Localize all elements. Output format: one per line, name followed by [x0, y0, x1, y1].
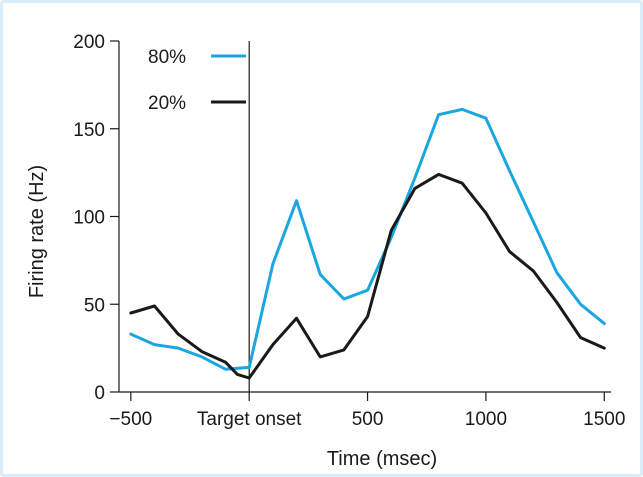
series-line-0	[129, 107, 606, 371]
series-line-1	[129, 172, 606, 380]
legend-label: 20%	[148, 93, 186, 114]
tick-group: 0 50 100 150 200 −500 500 1000 1500	[73, 32, 625, 430]
y-tick-label: 100	[73, 208, 105, 229]
y-axis-title: Firing rate (Hz)	[26, 165, 48, 298]
target-onset-label: Target onset	[197, 409, 302, 430]
line-chart: 0 50 100 150 200 −500 500 1000 1500 Target onset…	[26, 32, 625, 470]
y-tick-label: 200	[73, 32, 105, 53]
x-tick-label: 1000	[465, 409, 507, 430]
x-tick-label: 1500	[583, 409, 625, 430]
x-tick-label: 500	[352, 409, 384, 430]
axes	[118, 41, 611, 393]
legend-label: 80%	[148, 47, 186, 68]
x-axis-title: Time (msec)	[327, 448, 437, 470]
legend: 80% 20%	[148, 47, 246, 114]
x-tick-label: −500	[109, 409, 152, 430]
y-tick-label: 150	[73, 120, 105, 141]
y-tick-label: 50	[84, 295, 105, 316]
series-group	[129, 107, 606, 380]
y-tick-label: 0	[94, 383, 105, 404]
